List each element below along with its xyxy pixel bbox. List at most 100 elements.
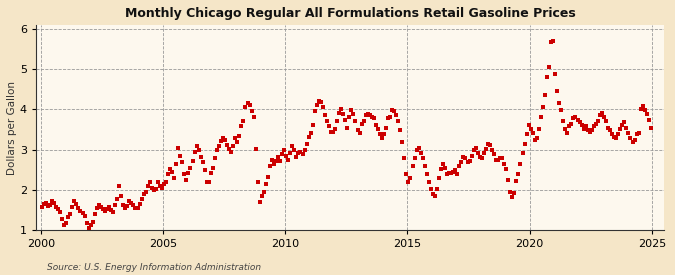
Point <box>244 103 255 107</box>
Point <box>448 169 459 174</box>
Point <box>165 167 176 171</box>
Point <box>344 114 355 119</box>
Point <box>338 112 349 117</box>
Point <box>193 147 204 152</box>
Point <box>613 132 624 137</box>
Point <box>256 194 267 198</box>
Point <box>352 128 363 133</box>
Point <box>291 155 302 159</box>
Point <box>562 131 573 135</box>
Point <box>483 141 493 146</box>
Point <box>350 119 361 123</box>
Point <box>358 119 369 123</box>
Point <box>621 125 632 130</box>
Point <box>429 194 440 198</box>
Point <box>485 142 495 147</box>
Point <box>248 114 259 119</box>
Point <box>479 151 489 155</box>
Point <box>433 176 444 181</box>
Point <box>138 191 149 196</box>
Point <box>519 141 530 146</box>
Point <box>568 116 579 120</box>
Point <box>525 126 536 131</box>
Point <box>191 143 202 148</box>
Point <box>323 124 334 128</box>
Point <box>116 194 127 198</box>
Point <box>521 132 532 137</box>
Point <box>77 211 88 215</box>
Point <box>183 171 194 175</box>
Point <box>151 187 161 191</box>
Point <box>118 203 129 207</box>
Point <box>293 151 304 155</box>
Point <box>238 119 249 123</box>
Point <box>40 200 51 205</box>
Point <box>207 166 218 170</box>
Point <box>371 123 381 127</box>
Point <box>615 126 626 131</box>
Point <box>389 109 400 114</box>
Point <box>599 114 610 119</box>
Point <box>583 128 593 133</box>
Point <box>399 156 410 161</box>
Point <box>313 98 324 103</box>
Point <box>593 119 603 123</box>
Point <box>627 140 638 145</box>
Point <box>379 132 389 137</box>
Point <box>364 113 375 118</box>
Point <box>346 108 357 112</box>
Point <box>533 126 544 131</box>
Point <box>47 199 57 203</box>
Point <box>43 204 53 208</box>
Point <box>587 128 597 133</box>
Point <box>301 141 312 146</box>
Point <box>369 116 379 120</box>
Point <box>201 180 212 185</box>
Point <box>497 156 508 161</box>
Point <box>185 166 196 170</box>
Point <box>367 114 377 119</box>
Point <box>397 140 408 145</box>
Point <box>187 159 198 163</box>
Point <box>85 223 96 227</box>
Point <box>87 219 98 224</box>
Point <box>501 167 512 171</box>
Point <box>189 149 200 154</box>
Point <box>65 211 76 216</box>
Point <box>83 226 94 230</box>
Point <box>607 132 618 137</box>
Point <box>101 207 112 211</box>
Point <box>130 205 141 210</box>
Point <box>505 189 516 194</box>
Point <box>425 187 436 191</box>
Point <box>472 151 483 155</box>
Point <box>254 199 265 204</box>
Point <box>411 148 422 153</box>
Point <box>277 152 288 156</box>
Point <box>295 149 306 154</box>
Point <box>289 148 300 153</box>
Point <box>354 131 365 135</box>
Point <box>570 114 581 119</box>
Point <box>417 156 428 161</box>
Point <box>377 136 387 141</box>
Point <box>234 133 245 138</box>
Point <box>556 108 566 112</box>
Point <box>564 124 575 128</box>
Point <box>595 113 605 118</box>
Point <box>441 172 452 177</box>
Point <box>167 169 178 174</box>
Point <box>611 136 622 141</box>
Point <box>572 117 583 122</box>
Point <box>228 143 239 148</box>
Point <box>591 121 601 126</box>
Point <box>144 180 155 184</box>
Point <box>93 203 104 207</box>
Point <box>181 177 192 182</box>
Point <box>619 120 630 125</box>
Point <box>576 123 587 127</box>
Point <box>224 147 235 151</box>
Point <box>348 112 359 117</box>
Point <box>580 124 591 128</box>
Point <box>637 104 648 108</box>
